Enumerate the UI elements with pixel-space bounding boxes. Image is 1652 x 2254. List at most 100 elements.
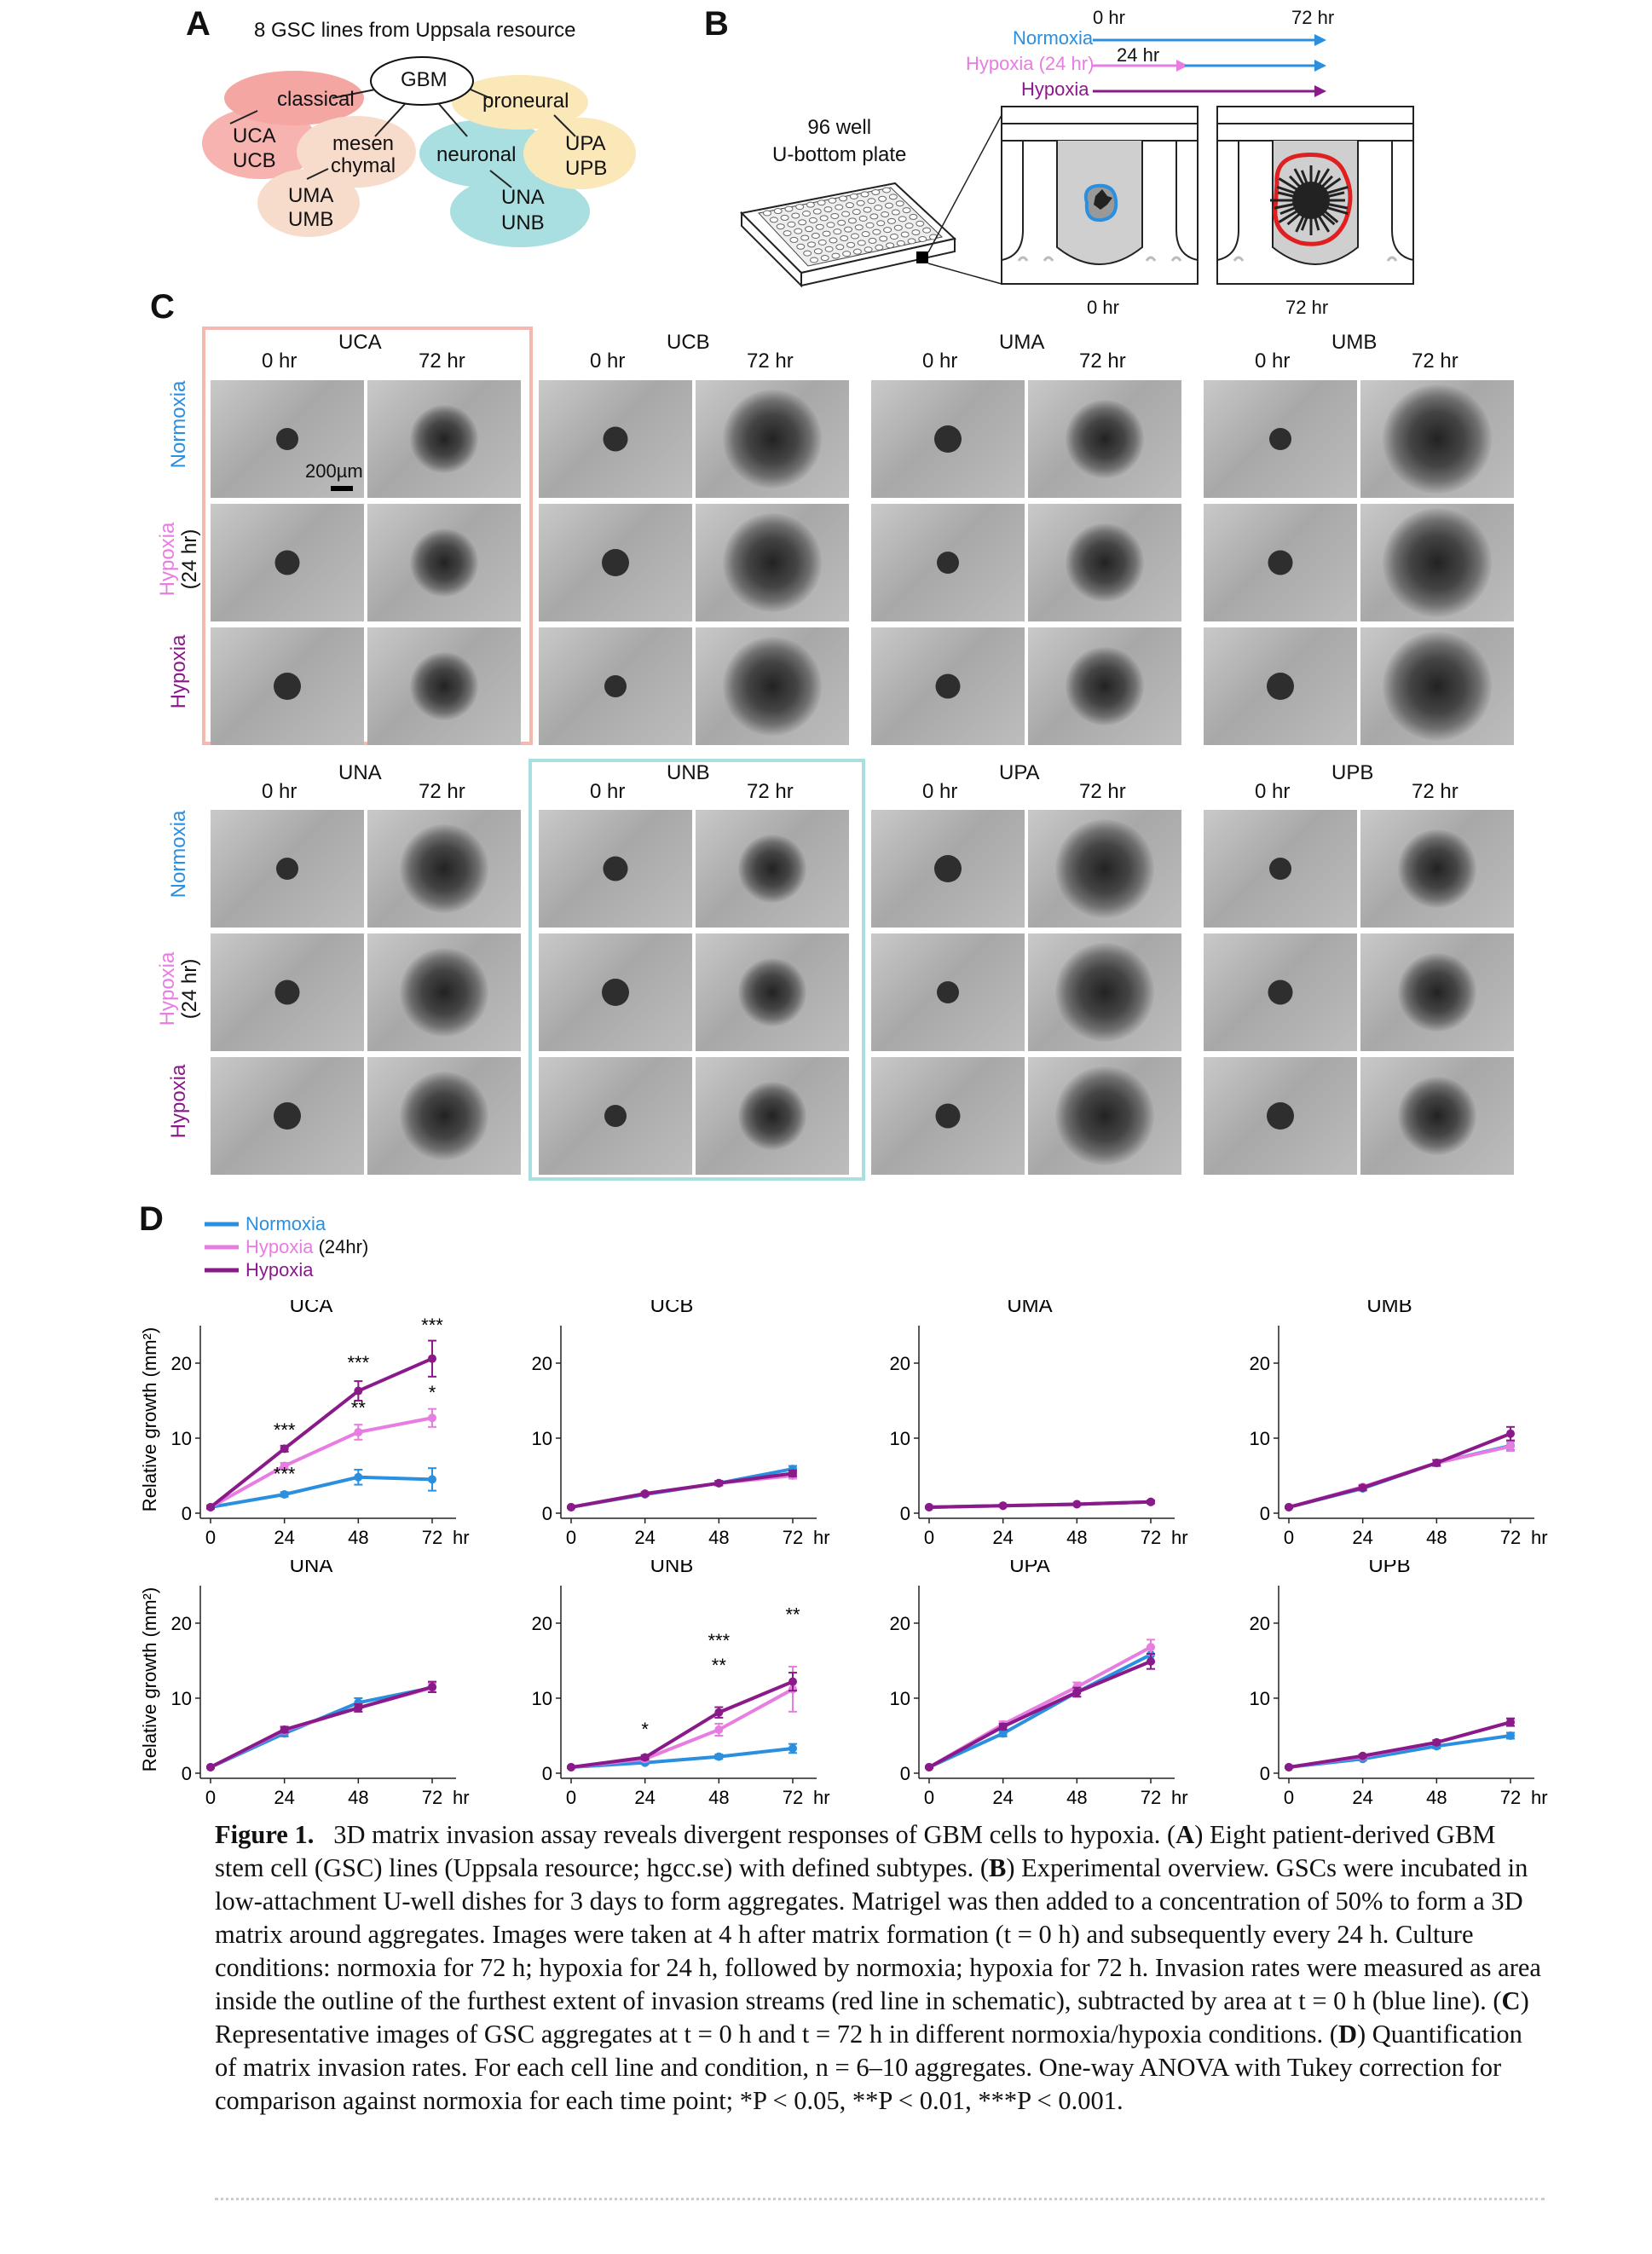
y-tick-label: 20 <box>1250 1613 1270 1634</box>
series-line <box>928 1653 1152 1769</box>
micrograph-0hr <box>211 627 364 745</box>
significance-marker: * <box>429 1382 436 1403</box>
y-axis-label: Relative growth (mm²) <box>139 1327 160 1511</box>
data-point <box>925 1762 933 1771</box>
root-gbm: GBM <box>401 68 448 91</box>
plate-well <box>812 208 822 215</box>
micrograph-0hr <box>539 627 692 745</box>
well-0hr <box>1001 106 1199 285</box>
x-unit-label: hr <box>813 1787 830 1808</box>
plate-well <box>844 226 853 233</box>
plate-well <box>881 211 890 217</box>
figure-caption: Figure 1. 3D matrix invasion assay revea… <box>215 1818 1545 2118</box>
plate-well <box>783 230 792 237</box>
line-una: UNA <box>501 186 545 209</box>
chart-uma: UMA 0 10 20 0 24 48 72 hr <box>890 1300 1188 1548</box>
data-point <box>206 1762 215 1771</box>
micrograph-0hr <box>539 380 692 498</box>
micrograph-0hr <box>871 1057 1025 1175</box>
micrograph-0hr <box>1204 380 1357 498</box>
plate-well <box>829 237 838 244</box>
aggregate <box>274 980 300 1005</box>
data-point <box>714 1478 724 1488</box>
micrograph-0hr <box>539 810 692 928</box>
micrograph-72hr <box>696 810 849 928</box>
data-point <box>1506 1429 1515 1438</box>
y-tick-label: 0 <box>1260 1763 1270 1784</box>
series-line <box>928 1500 1152 1509</box>
y-tick-label: 0 <box>900 1763 910 1784</box>
plate-well <box>900 231 910 238</box>
cond-hypoxia24: Hypoxia (24 hr) <box>966 53 1094 75</box>
x-tick-label: 72 <box>1141 1527 1161 1548</box>
subtype-classical: classical <box>277 88 355 111</box>
timeline-start-label: 0 hr <box>1093 7 1125 28</box>
panel-c-letter: C <box>150 288 175 326</box>
condition-label: Hypoxia (24 hr) <box>156 522 201 597</box>
series-line <box>210 1685 433 1769</box>
series-line <box>570 1471 794 1509</box>
invaded-aggregate <box>1055 943 1154 1042</box>
invasion-stream <box>1286 211 1303 226</box>
data-point <box>280 1461 289 1471</box>
plate-well <box>813 248 823 255</box>
series-line <box>210 1685 433 1769</box>
group-title: UMB <box>1331 331 1378 354</box>
panel-a-title: 8 GSC lines from Uppsala resource <box>254 19 576 42</box>
caption-text-2: ) Eight patient-derived GBM stem cell (G… <box>215 1820 1496 1882</box>
invaded-aggregate <box>1383 508 1492 617</box>
plate-well <box>904 223 914 229</box>
x-tick-label: 24 <box>992 1527 1013 1548</box>
col-header-0hr: 0 hr <box>262 350 297 373</box>
plate-well <box>839 195 848 202</box>
caption-ref-c: C <box>1501 1986 1521 2015</box>
data-point <box>788 1469 797 1478</box>
x-unit-label: hr <box>453 1787 470 1808</box>
aggregate <box>604 1105 627 1127</box>
invasion-stream <box>1278 177 1300 193</box>
chart-title: UCB <box>650 1300 694 1317</box>
chart-title: UMB <box>1366 1300 1412 1317</box>
micrograph-0hr <box>871 933 1025 1051</box>
col-header-72hr: 72 hr <box>747 350 794 373</box>
invaded-aggregate <box>1066 647 1144 725</box>
x-tick-label: 0 <box>205 1527 216 1548</box>
x-tick-label: 48 <box>1426 1787 1447 1808</box>
plate-well <box>891 209 900 216</box>
significance-marker: *** <box>274 1419 296 1441</box>
plate-well <box>856 199 865 206</box>
plate-well <box>872 228 881 235</box>
caption-text-3: ) Experimental overview. GSCs were incub… <box>215 1853 1541 2015</box>
plate-well <box>830 212 840 219</box>
plate-well <box>833 228 842 235</box>
y-tick-label: 10 <box>532 1428 552 1449</box>
invaded-aggregate <box>723 637 822 736</box>
aggregate <box>274 1102 301 1130</box>
plate-well <box>837 219 846 226</box>
plate-well <box>802 210 812 217</box>
well-72hr-label: 72 hr <box>1285 297 1329 318</box>
significance-marker: *** <box>274 1463 296 1484</box>
invasion-stream <box>1324 185 1349 195</box>
footer-rule <box>215 2198 1545 2200</box>
line-uca: UCA <box>233 124 276 147</box>
line-unb: UNB <box>501 211 545 234</box>
invasion-stream <box>1324 205 1349 216</box>
invasion-stream <box>1316 168 1331 188</box>
y-tick-label: 0 <box>542 1503 552 1524</box>
y-tick-label: 20 <box>532 1613 552 1634</box>
plate-well <box>798 219 807 226</box>
plate-well <box>791 212 800 219</box>
line-uma: UMA <box>288 184 334 207</box>
x-tick-label: 0 <box>1284 1787 1294 1808</box>
x-tick-label: 72 <box>422 1787 442 1808</box>
timeline-end-label: 72 hr <box>1291 7 1335 28</box>
data-point <box>1506 1442 1515 1451</box>
micrograph-0hr <box>539 1057 692 1175</box>
micrograph-72hr <box>367 380 521 498</box>
invasion-stream <box>1322 177 1342 193</box>
significance-marker: ** <box>351 1397 367 1419</box>
x-unit-label: hr <box>813 1527 830 1548</box>
